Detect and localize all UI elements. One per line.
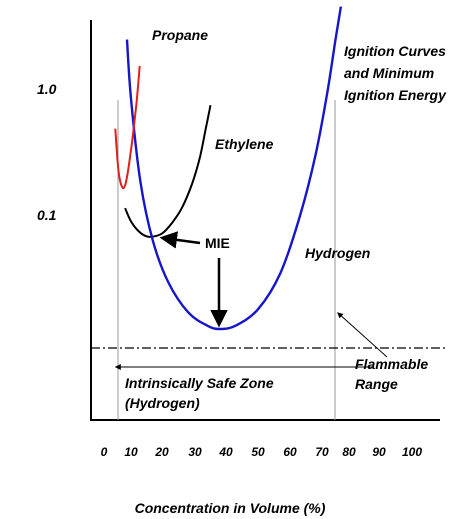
chart-title-line-3: Ignition Energy [344, 87, 447, 103]
series-label-hydrogen: Hydrogen [305, 245, 370, 261]
mie-arrow-ethylene [159, 231, 201, 249]
safe-zone-label-1: Intrinsically Safe Zone [125, 375, 274, 391]
mie-label: MIE [205, 235, 230, 251]
x-tick-label: 90 [372, 445, 386, 459]
x-tick-label: 20 [154, 445, 169, 459]
x-tick-label: 100 [402, 445, 422, 459]
safe-zone-label-2: (Hydrogen) [125, 395, 200, 411]
x-tick-label: 40 [218, 445, 233, 459]
x-tick-label: 60 [283, 445, 297, 459]
flammable-range-pointer [337, 312, 388, 358]
x-tick-label: 10 [124, 445, 138, 459]
flammable-range-label-1: Flammable [355, 356, 428, 372]
series-label-ethylene: Ethylene [215, 136, 274, 152]
x-tick-label: 80 [342, 445, 356, 459]
series-hydrogen-curve [125, 6, 343, 331]
x-tick-label: 30 [188, 445, 202, 459]
y-tick-label: 1.0 [37, 81, 57, 97]
x-tick-labels: 0 10 20 30 40 50 60 70 80 90 100 [101, 445, 423, 459]
x-tick-label: 50 [251, 445, 265, 459]
x-axis-title: Concentration in Volume (%) [135, 500, 326, 516]
chart-title-line-1: Ignition Curves [344, 43, 446, 59]
x-tick-label: 70 [315, 445, 329, 459]
series-propane-curve [114, 65, 141, 190]
chart-title-line-2: and Minimum [344, 65, 434, 81]
x-tick-label: 0 [101, 445, 108, 459]
y-tick-label: 0.1 [37, 207, 57, 223]
series-ethylene-curve [124, 104, 212, 238]
series-label-propane: Propane [152, 27, 208, 43]
flammable-range-label-2: Range [355, 376, 398, 392]
